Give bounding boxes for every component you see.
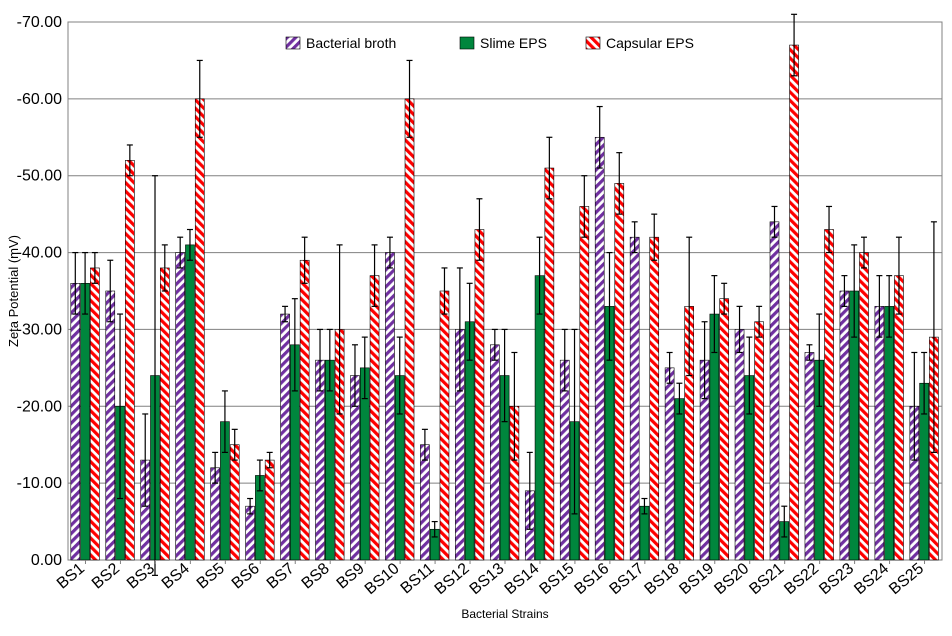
bar	[720, 299, 729, 560]
y-axis-label: Zeta Potential (mV)	[6, 235, 21, 347]
y-tick-label: -60.00	[17, 91, 62, 108]
bar	[790, 45, 799, 560]
x-tick-label: BS8	[299, 560, 333, 593]
x-tick-label: BS13	[467, 560, 508, 598]
bar	[106, 291, 115, 560]
bar	[265, 460, 274, 560]
bar	[650, 237, 659, 560]
x-tick-label: BS19	[676, 560, 717, 598]
bar	[71, 283, 80, 560]
x-tick-label: BS11	[398, 560, 438, 597]
legend-label: Bacterial broth	[306, 35, 396, 51]
x-tick-label: BS24	[851, 560, 892, 598]
bar	[405, 99, 414, 560]
bar	[90, 268, 99, 560]
bar	[281, 314, 290, 560]
x-tick-label: BS15	[537, 560, 578, 598]
x-tick-label: BS4	[159, 560, 193, 593]
bar	[176, 253, 185, 560]
bar	[195, 99, 204, 560]
bar	[885, 306, 894, 560]
x-tick-label: BS18	[641, 560, 682, 598]
bar	[490, 345, 499, 560]
x-tick-label: BS14	[502, 560, 543, 598]
bar	[475, 230, 484, 560]
bar	[185, 245, 194, 560]
bar	[81, 283, 90, 560]
x-tick-label: BS25	[886, 560, 927, 598]
y-tick-label: -20.00	[17, 398, 62, 415]
bar	[770, 222, 779, 560]
x-tick-label: BS10	[362, 560, 403, 598]
y-tick-label: -70.00	[17, 14, 62, 31]
x-tick-label: BS3	[124, 560, 158, 593]
bar	[894, 276, 903, 560]
x-tick-label: BS20	[711, 560, 752, 598]
bar	[300, 260, 309, 560]
x-tick-label: BS2	[89, 560, 123, 593]
y-tick-label: -30.00	[17, 321, 62, 338]
bar	[230, 445, 239, 560]
bar	[160, 268, 169, 560]
bar	[755, 322, 764, 560]
bar	[535, 276, 544, 560]
x-axis-label: Bacterial Strains	[461, 607, 548, 621]
bar	[840, 291, 849, 560]
bar	[385, 253, 394, 560]
bar	[125, 160, 134, 560]
y-tick-label: -40.00	[17, 245, 62, 262]
y-tick-label: 0.00	[31, 552, 62, 569]
legend-swatch	[586, 37, 600, 49]
bar	[805, 352, 814, 560]
bar	[675, 399, 684, 560]
x-tick-label: BS6	[229, 560, 263, 593]
x-tick-label: BS23	[816, 560, 857, 598]
y-tick-label: -10.00	[17, 475, 62, 492]
bar	[859, 253, 868, 560]
x-tick-label: BS17	[607, 560, 648, 598]
y-tick-label: -50.00	[17, 168, 62, 185]
x-tick-label: BS12	[432, 560, 473, 598]
legend-swatch	[286, 37, 300, 49]
bar	[440, 291, 449, 560]
x-tick-label: BS22	[781, 560, 822, 598]
x-tick-label: BS5	[194, 560, 228, 593]
bar	[420, 445, 429, 560]
x-tick-label: BS16	[572, 560, 613, 598]
x-tick-label: BS21	[746, 560, 787, 598]
legend-swatch	[460, 37, 474, 49]
bar	[875, 306, 884, 560]
legend-label: Capsular EPS	[606, 35, 694, 51]
zeta-potential-chart: 0.00 -10.00 -20.00 -30.00 -40.00 -50.00 -60.00…	[0, 0, 952, 631]
bar	[580, 206, 589, 560]
bar	[545, 168, 554, 560]
bar	[665, 368, 674, 560]
x-tick-label: BS7	[264, 560, 298, 593]
bar	[370, 276, 379, 560]
bar	[825, 230, 834, 560]
bar	[735, 329, 744, 560]
bar	[595, 137, 604, 560]
bar	[630, 237, 639, 560]
bar	[615, 183, 624, 560]
legend-label: Slime EPS	[480, 35, 547, 51]
